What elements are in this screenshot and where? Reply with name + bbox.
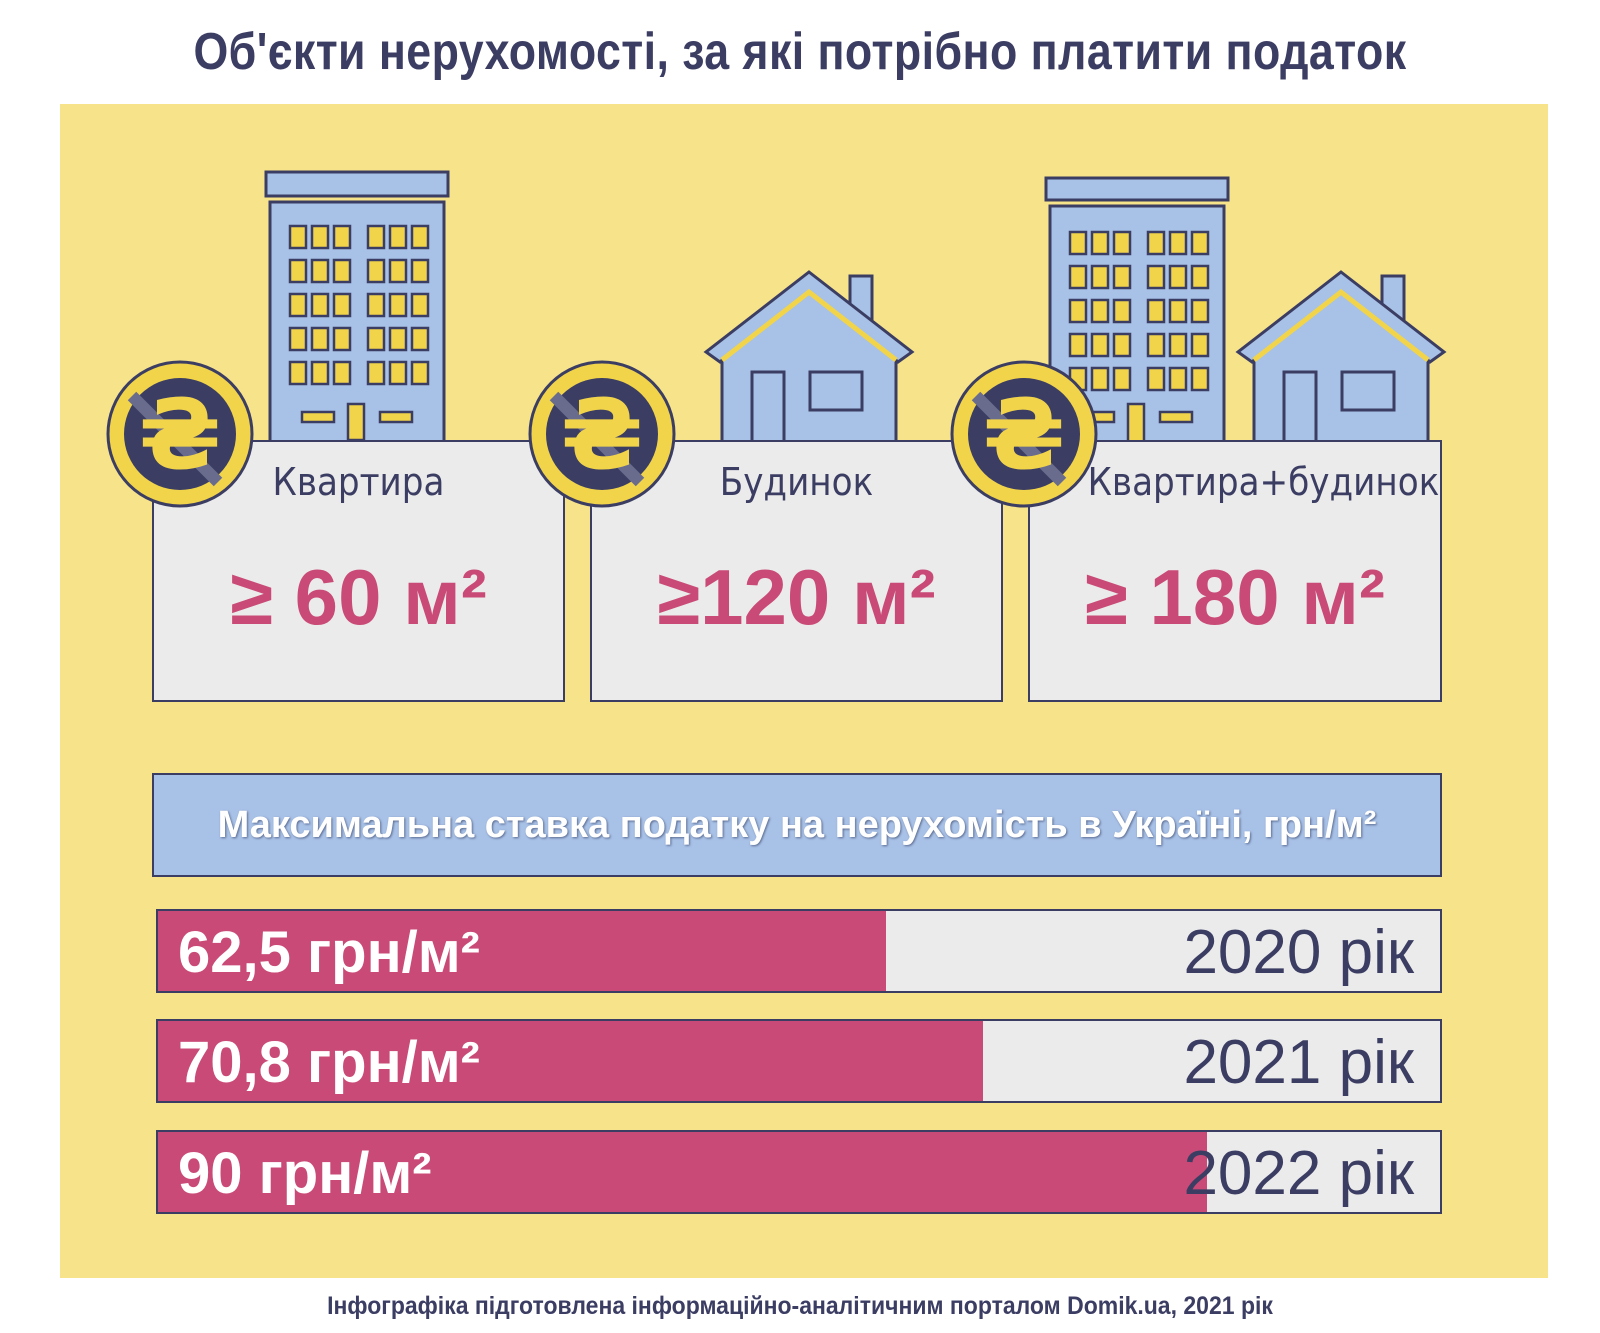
svg-text:₴: ₴ [983,379,1066,491]
card-area-value: ≥ 180 м² [1085,553,1385,641]
house-icon [703,270,915,444]
hryvnia-coin-icon: ₴ [950,360,1098,508]
rate-bar-2021: 70,8 грн/м² 2021 рік [156,1019,1442,1103]
rate-bar-fill [158,911,887,991]
apartment-building-icon [264,170,450,442]
rates-heading: Максимальна ставка податку на нерухоміст… [152,773,1442,877]
rate-bar-2022: 90 грн/м² 2022 рік [156,1130,1442,1214]
rate-bar-fill [158,1021,984,1101]
rate-year: 2020 рік [1183,918,1414,987]
rate-value: 70,8 грн/м² [178,1030,480,1095]
card-label: Будинок [719,460,874,504]
footer-credit: Інфографіка підготовлена інформаційно-ан… [327,1292,1273,1320]
card-area-value: ≥120 м² [657,553,936,641]
card-area-value: ≥ 60 м² [230,553,487,641]
rate-bar-2020: 62,5 грн/м² 2020 рік [156,909,1442,993]
hryvnia-coin-icon: ₴ [106,360,254,508]
rate-year: 2022 рік [1183,1139,1414,1208]
card-label: Квартира+будинок [1087,460,1440,504]
hryvnia-coin-icon: ₴ [528,360,676,508]
svg-text:₴: ₴ [139,379,222,491]
rates-heading-text: Максимальна ставка податку на нерухоміст… [217,803,1377,846]
svg-text:₴: ₴ [561,379,644,491]
rate-value: 62,5 грн/м² [178,920,480,985]
rate-bar-fill [158,1132,1207,1212]
card-house: Будинок ≥120 м² [590,440,1003,702]
page-title: Об'єкти нерухомості, за які потрібно пла… [193,23,1407,81]
card-apartment-plus-house: Квартира+будинок ≥ 180 м² [1028,440,1442,702]
card-label: Квартира [272,460,445,504]
building-and-house-icon [1044,176,1447,444]
rate-value: 90 грн/м² [178,1141,432,1206]
rate-year: 2021 рік [1183,1028,1414,1097]
